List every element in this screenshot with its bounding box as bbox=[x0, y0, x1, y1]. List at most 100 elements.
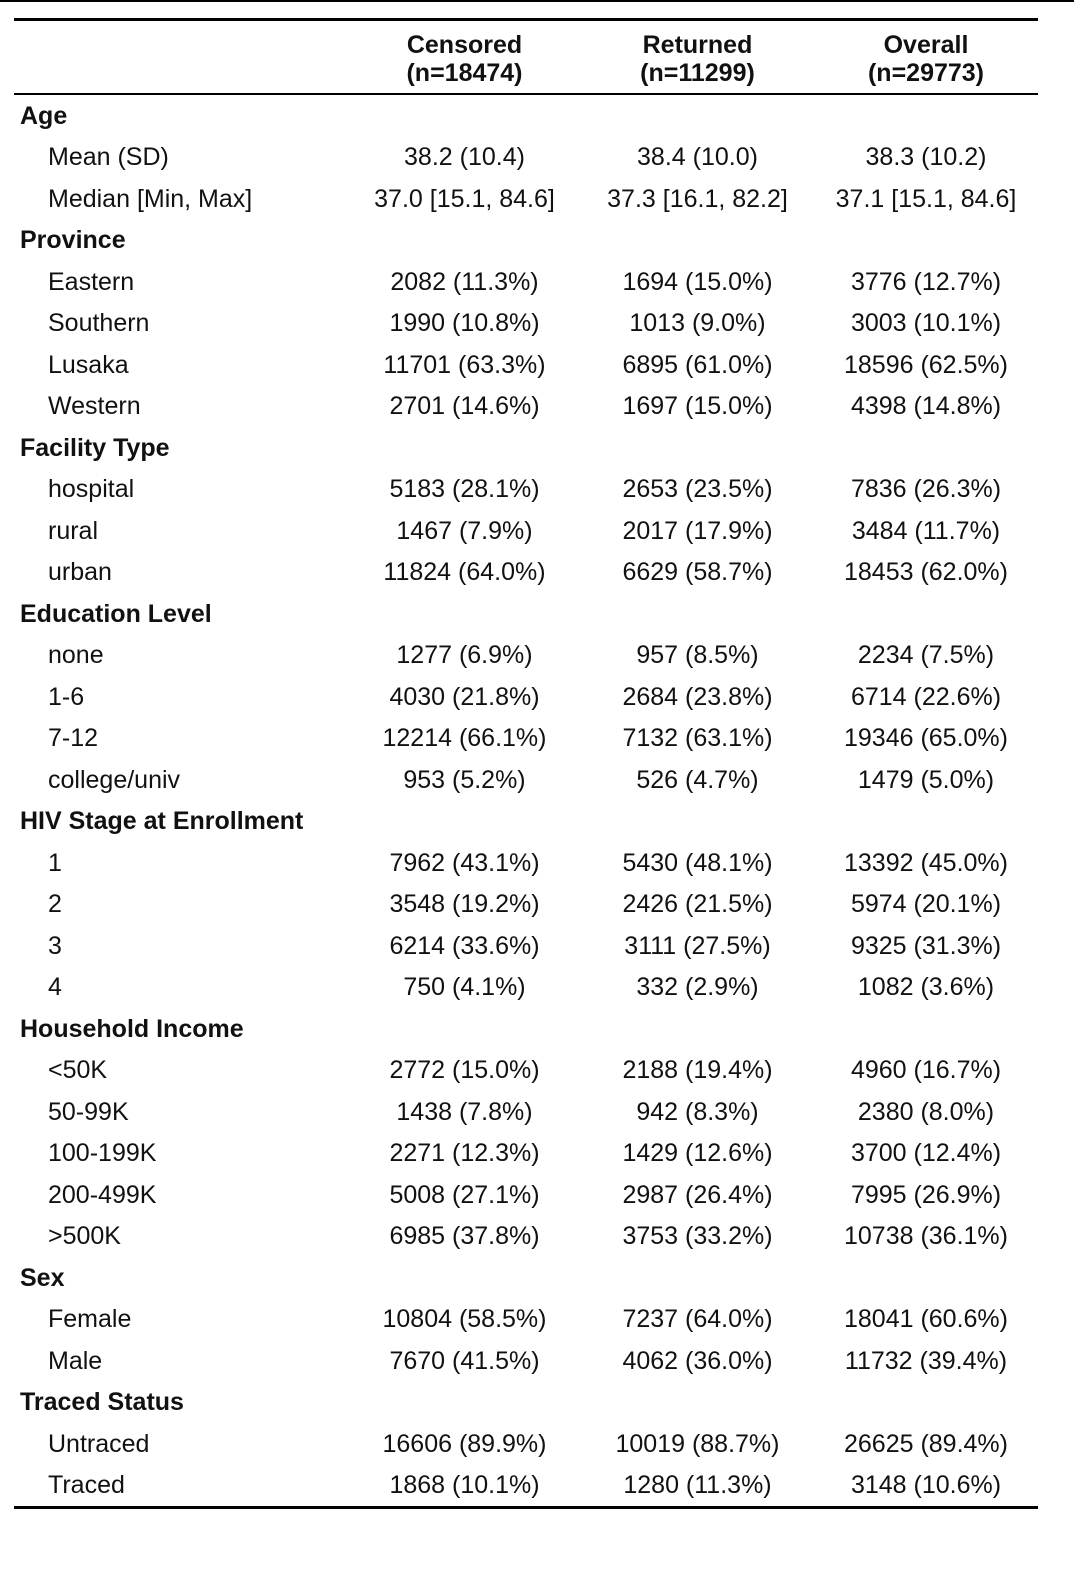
row-label: Eastern bbox=[48, 267, 135, 296]
overall-value: 4398 (14.8%) bbox=[850, 392, 1002, 421]
row-label: rural bbox=[48, 516, 99, 545]
row-label: 200-499K bbox=[48, 1180, 157, 1209]
overall-value: 3776 (12.7%) bbox=[850, 267, 1002, 296]
table-row: Mean (SD) 38.2 (10.4) 38.4 (10.0) 38.3 (10.… bbox=[14, 137, 1038, 179]
censored-value: 3548 (19.2%) bbox=[389, 890, 540, 919]
returned-value: 6895 (61.0%) bbox=[622, 350, 773, 379]
empty-cell bbox=[814, 593, 1038, 635]
group-title: Facility Type bbox=[20, 433, 170, 462]
table-row: 50-99K 1438 (7.8%) 942 (8.3%) 2380 (8.0%) bbox=[14, 1091, 1038, 1133]
censored-value: 37.0 [15.1, 84.6] bbox=[374, 184, 555, 213]
overall-value: 9325 (31.3%) bbox=[850, 931, 1002, 960]
header-blank-cell bbox=[14, 18, 348, 95]
overall-value: 37.1 [15.1, 84.6] bbox=[835, 184, 1017, 213]
empty-cell bbox=[348, 801, 581, 843]
table-row: rural 1467 (7.9%) 2017 (17.9%) 3484 (11.7%) bbox=[14, 510, 1038, 552]
row-label: none bbox=[48, 641, 104, 670]
table-row: hospital 5183 (28.1%) 2653 (23.5%) 7836 (26… bbox=[14, 469, 1038, 511]
overall-value: 2234 (7.5%) bbox=[857, 641, 995, 670]
overall-value: 3003 (10.1%) bbox=[850, 309, 1002, 338]
overall-value: 13392 (45.0%) bbox=[843, 848, 1008, 877]
row-label: Male bbox=[48, 1346, 103, 1375]
returned-value: 2653 (23.5%) bbox=[622, 475, 773, 504]
row-label: 4 bbox=[48, 973, 62, 1002]
header-returned-name: Returned bbox=[642, 31, 753, 59]
overall-value: 18041 (60.6%) bbox=[843, 1305, 1008, 1334]
empty-cell bbox=[814, 220, 1038, 262]
empty-cell bbox=[348, 1008, 581, 1050]
table-row: 200-499K 5008 (27.1%) 2987 (26.4%) 7995 (26… bbox=[14, 1174, 1038, 1216]
overall-value: 3484 (11.7%) bbox=[851, 516, 1001, 545]
group-row: HIV Stage at Enrollment bbox=[14, 801, 1038, 843]
table-row: Median [Min, Max] 37.0 [15.1, 84.6] 37.3 [… bbox=[14, 178, 1038, 220]
censored-value: 1438 (7.8%) bbox=[396, 1097, 533, 1126]
row-label: college/univ bbox=[48, 765, 181, 794]
group-title: Sex bbox=[20, 1263, 65, 1292]
row-label: 1 bbox=[48, 848, 62, 877]
censored-value: 1467 (7.9%) bbox=[396, 516, 533, 545]
table-row: 3 6214 (33.6%) 3111 (27.5%) 9325 (31.3%) bbox=[14, 925, 1038, 967]
group-row: Education Level bbox=[14, 593, 1038, 635]
overall-value: 3700 (12.4%) bbox=[850, 1139, 1002, 1168]
empty-cell bbox=[581, 1257, 814, 1299]
overall-value: 38.3 (10.2) bbox=[865, 143, 987, 172]
group-title: Household Income bbox=[20, 1014, 244, 1043]
empty-cell bbox=[814, 1008, 1038, 1050]
header-overall-n: (n=29773) bbox=[867, 59, 985, 87]
empty-cell bbox=[348, 94, 581, 137]
row-label: Median [Min, Max] bbox=[48, 184, 253, 213]
overall-value: 10738 (36.1%) bbox=[843, 1222, 1008, 1251]
returned-value: 957 (8.5%) bbox=[636, 641, 759, 670]
empty-cell bbox=[581, 593, 814, 635]
overall-value: 19346 (65.0%) bbox=[843, 724, 1008, 753]
table-row: 1-6 4030 (21.8%) 2684 (23.8%) 6714 (22.6%) bbox=[14, 676, 1038, 718]
overall-value: 1082 (3.6%) bbox=[857, 973, 995, 1002]
row-label: 100-199K bbox=[48, 1139, 157, 1168]
overall-value: 18596 (62.5%) bbox=[843, 350, 1008, 379]
empty-cell bbox=[581, 427, 814, 469]
returned-value: 1694 (15.0%) bbox=[622, 267, 773, 296]
empty-cell bbox=[348, 427, 581, 469]
table-row: Eastern 2082 (11.3%) 1694 (15.0%) 3776 (12.… bbox=[14, 261, 1038, 303]
censored-value: 11824 (64.0%) bbox=[383, 558, 546, 587]
censored-value: 5183 (28.1%) bbox=[389, 475, 540, 504]
overall-value: 2380 (8.0%) bbox=[857, 1097, 995, 1126]
overall-value: 3148 (10.6%) bbox=[814, 1464, 1038, 1509]
censored-value: 6214 (33.6%) bbox=[389, 931, 540, 960]
overall-value: 4960 (16.7%) bbox=[850, 1056, 1002, 1085]
row-label: 50-99K bbox=[48, 1097, 129, 1126]
header-row: Censored (n=18474) Returned (n=11299) Ov… bbox=[14, 18, 1038, 95]
overall-value: 5974 (20.1%) bbox=[850, 890, 1002, 919]
group-row: Facility Type bbox=[14, 427, 1038, 469]
empty-cell bbox=[348, 593, 581, 635]
row-label: 2 bbox=[48, 890, 62, 919]
empty-cell bbox=[581, 1382, 814, 1424]
returned-value: 1429 (12.6%) bbox=[622, 1139, 773, 1168]
empty-cell bbox=[814, 1382, 1038, 1424]
overall-value: 1479 (5.0%) bbox=[857, 765, 995, 794]
table-row: 4 750 (4.1%) 332 (2.9%) 1082 (3.6%) bbox=[14, 967, 1038, 1009]
censored-value: 4030 (21.8%) bbox=[389, 682, 540, 711]
censored-value: 750 (4.1%) bbox=[403, 973, 526, 1002]
row-label: Southern bbox=[48, 309, 150, 338]
returned-value: 37.3 [16.1, 82.2] bbox=[607, 184, 788, 213]
censored-value: 10804 (58.5%) bbox=[382, 1305, 547, 1334]
returned-value: 1013 (9.0%) bbox=[629, 309, 766, 338]
returned-value: 7237 (64.0%) bbox=[622, 1305, 773, 1334]
header-censored: Censored (n=18474) bbox=[348, 18, 581, 95]
row-label: hospital bbox=[48, 475, 135, 504]
group-row: Traced Status bbox=[14, 1382, 1038, 1424]
table-row: 2 3548 (19.2%) 2426 (21.5%) 5974 (20.1%) bbox=[14, 884, 1038, 926]
row-label: Untraced bbox=[48, 1429, 150, 1458]
group-title: Province bbox=[20, 226, 126, 255]
table-row: Untraced 16606 (89.9%) 10019 (88.7%) 26625 … bbox=[14, 1423, 1038, 1465]
overall-value: 6714 (22.6%) bbox=[850, 682, 1002, 711]
header-returned-n: (n=11299) bbox=[640, 59, 755, 87]
empty-cell bbox=[814, 1257, 1038, 1299]
group-row: Age bbox=[14, 94, 1038, 137]
empty-cell bbox=[348, 1257, 581, 1299]
table-row: 7-12 12214 (66.1%) 7132 (63.1%) 19346 (65.0… bbox=[14, 718, 1038, 760]
table-row: 100-199K 2271 (12.3%) 1429 (12.6%) 3700 (12… bbox=[14, 1133, 1038, 1175]
returned-value: 5430 (48.1%) bbox=[622, 848, 773, 877]
header-overall: Overall (n=29773) bbox=[814, 18, 1038, 95]
